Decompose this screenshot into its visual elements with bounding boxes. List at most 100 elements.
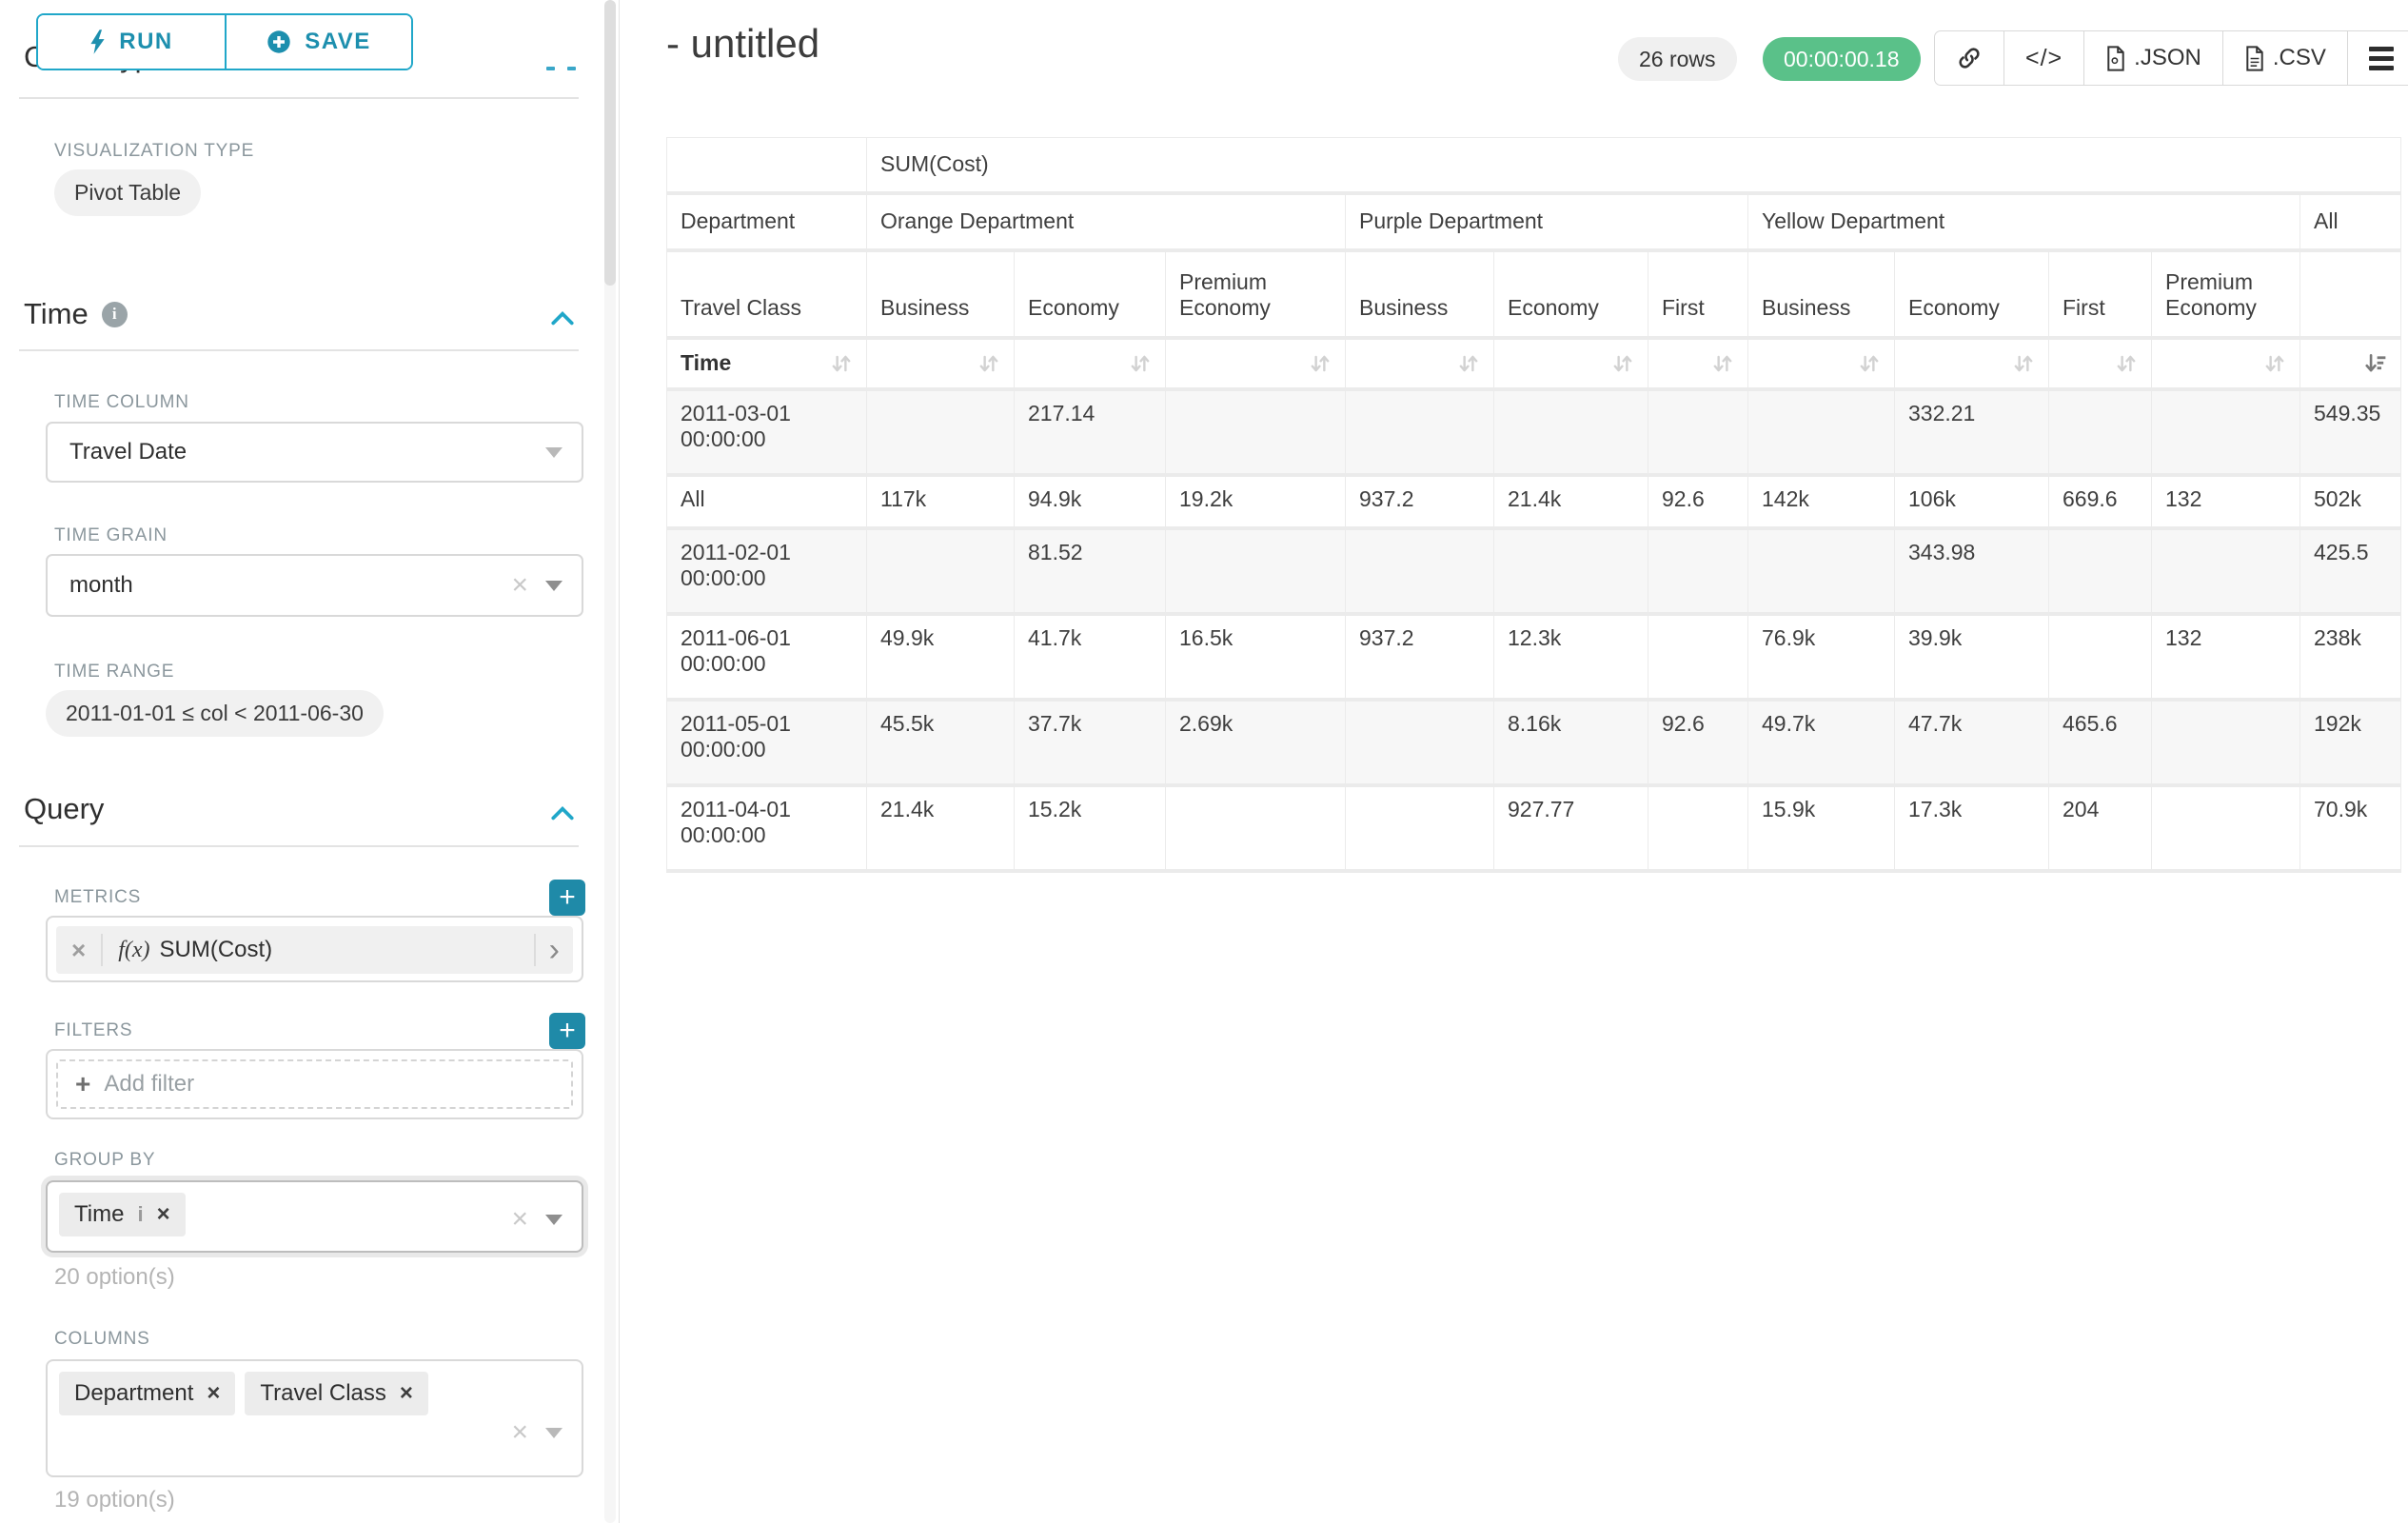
value-cell [2151,527,2300,616]
pivot-data-row: 2011-06-01 00:00:00 49.9k 41.7k 16.5k 937.2 1… [666,613,2401,702]
value-cell [1493,388,1648,477]
remove-metric-icon[interactable]: × [71,935,87,964]
info-icon[interactable]: i [137,1202,144,1226]
sort-icon[interactable] [977,352,1000,375]
export-json-button[interactable]: .JSON [2083,31,2222,85]
run-button[interactable]: RUN [38,15,225,69]
section-chevron-partial-icon [567,67,576,70]
divider [19,845,579,847]
value-cell: 16.5k [1165,613,1346,702]
remove-chip-icon[interactable]: × [207,1380,221,1406]
value-cell: 21.4k [866,784,1015,873]
columns-select[interactable]: Department × Travel Class × × [46,1359,583,1477]
pivot-data-row: 2011-02-01 00:00:00 81.52 343.98 425.5 [666,527,2401,616]
pivot-data-row: 2011-05-01 00:00:00 45.5k 37.7k 2.69k 8.16k 9… [666,699,2401,787]
collapse-chevron-icon[interactable] [550,803,575,822]
info-icon[interactable]: i [101,301,128,327]
caret-down-icon[interactable] [545,446,563,458]
add-filter-button[interactable]: + Add filter [56,1059,573,1109]
chip-label: Department [74,1380,194,1406]
value-cell: 117k [866,474,1015,530]
menu-button[interactable] [2346,31,2408,85]
sort-header-cell [1345,337,1494,391]
plus-circle-icon [267,30,290,53]
divider [19,97,579,99]
sort-header-cell: Time [666,337,867,391]
sort-icon[interactable] [830,352,853,375]
value-cell [1165,388,1346,477]
remove-chip-icon[interactable]: × [399,1380,413,1406]
copy-link-button[interactable] [1935,31,2003,85]
add-metric-button[interactable]: + [549,880,585,916]
caret-down-icon[interactable] [545,1427,563,1438]
value-cell: 937.2 [1345,474,1494,530]
left-panel-scrollbar-thumb[interactable] [604,0,616,286]
travel-class-header-cell: Premium Economy [1165,249,1346,340]
value-cell: 502k [2299,474,2401,530]
time-range-pill[interactable]: 2011-01-01 ≤ col < 2011-06-30 [46,690,384,737]
sort-icon[interactable] [1858,352,1881,375]
export-button-group: </> .JSON .CSV [1934,30,2408,86]
sort-icon[interactable] [1611,352,1634,375]
code-icon: </> [2025,44,2063,71]
group-by-chip[interactable]: Time i × [59,1193,186,1236]
value-cell: 19.2k [1165,474,1346,530]
sort-icon[interactable] [2115,352,2138,375]
value-cell [1648,784,1748,873]
chip-label: Time [74,1201,125,1227]
value-cell [2048,527,2152,616]
value-cell [866,388,1015,477]
value-cell [2151,784,2300,873]
clear-icon[interactable]: × [511,569,528,601]
expand-metric-icon[interactable]: › [548,931,560,968]
view-query-button[interactable]: </> [2003,31,2083,85]
group-by-select[interactable]: Time i × × [46,1180,583,1253]
clear-icon[interactable]: × [511,1416,528,1448]
sort-icon[interactable] [1309,352,1332,375]
value-cell: 425.5 [2299,527,2401,616]
sort-desc-icon[interactable] [2364,352,2387,375]
value-cell: 49.9k [866,613,1015,702]
divider [19,349,579,351]
clear-icon[interactable]: × [511,1203,528,1235]
save-button[interactable]: SAVE [225,15,411,69]
value-cell [2151,388,2300,477]
section-chevron-partial-icon [546,67,555,70]
row-key-cell: 2011-06-01 00:00:00 [666,613,867,702]
caret-down-icon[interactable] [545,580,563,591]
department-header-cell: Purple Department [1345,192,1748,252]
time-column-select[interactable]: Travel Date [46,422,583,483]
export-csv-button[interactable]: .CSV [2221,31,2347,85]
left-panel-scrollbar-track[interactable] [604,0,616,1523]
metric-chip[interactable]: × f(x) SUM(Cost) › [56,926,573,974]
sort-icon[interactable] [1457,352,1480,375]
pivot-data-row: All 117k 94.9k 19.2k 937.2 21.4k 92.6 142k 106k 6… [666,474,2401,530]
group-by-label: GROUP BY [54,1150,156,1170]
travel-class-header-cell: Economy [1493,249,1648,340]
value-cell [2151,699,2300,787]
row-key-cell: 2011-03-01 00:00:00 [666,388,867,477]
value-cell: 21.4k [1493,474,1648,530]
row-key-cell: 2011-04-01 00:00:00 [666,784,867,873]
value-cell [1747,527,1895,616]
chart-title[interactable]: - untitled [666,21,820,66]
columns-chip[interactable]: Travel Class × [245,1372,428,1415]
add-filter-plus-button[interactable]: + [549,1013,585,1049]
link-icon [1959,48,1980,69]
pivot-data-row: 2011-04-01 00:00:00 21.4k 15.2k 927.77 15.9k… [666,784,2401,873]
sort-icon[interactable] [1129,352,1152,375]
collapse-chevron-icon[interactable] [550,308,575,327]
function-icon: f(x) [118,937,150,962]
visualization-type-pill[interactable]: Pivot Table [54,169,202,216]
value-cell: 81.52 [1014,527,1166,616]
time-grain-select[interactable]: month × [46,554,583,617]
remove-chip-icon[interactable]: × [156,1201,170,1227]
sort-header-cell [2151,337,2300,391]
caret-down-icon[interactable] [545,1214,563,1225]
sort-icon[interactable] [2263,352,2286,375]
value-cell: 92.6 [1648,699,1748,787]
columns-chip[interactable]: Department × [59,1372,236,1415]
sort-icon[interactable] [2012,352,2035,375]
value-cell: 2.69k [1165,699,1346,787]
sort-icon[interactable] [1711,352,1734,375]
